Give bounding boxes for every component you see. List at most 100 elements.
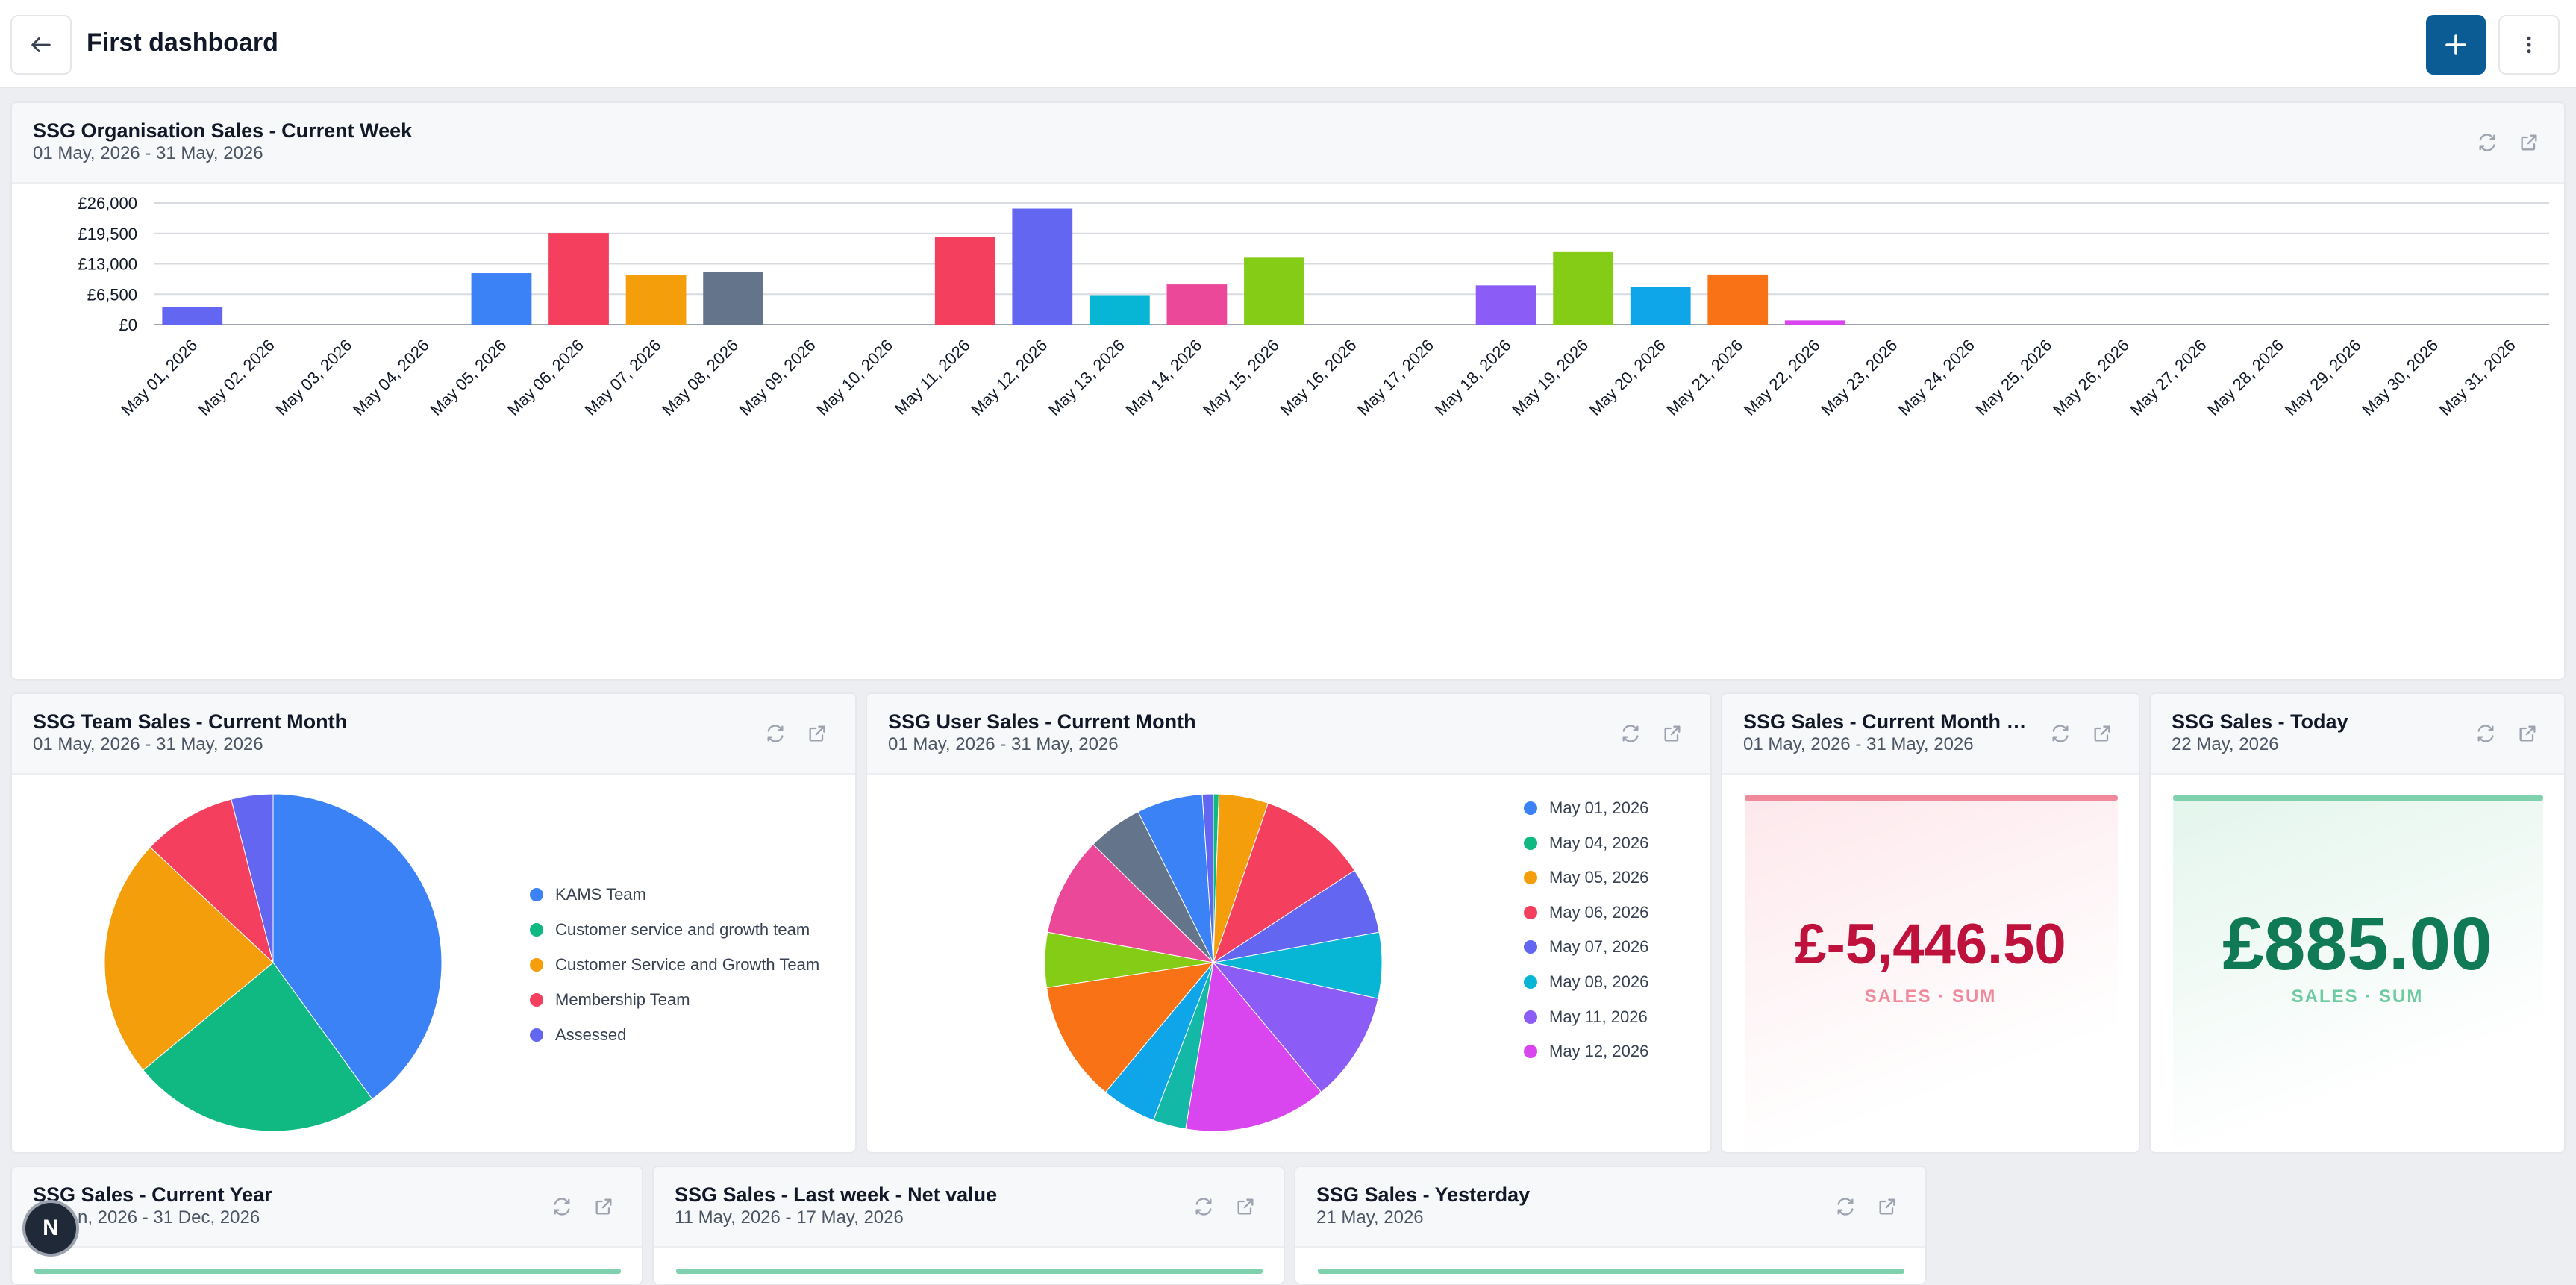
legend-item[interactable]: May 01, 2026 (1524, 798, 1648, 818)
card-header: SSG Sales - Last week - Net value 11 May… (654, 1167, 1284, 1248)
legend-item[interactable]: May 05, 2026 (1524, 868, 1648, 887)
refresh-icon[interactable] (1191, 1194, 1216, 1219)
card-header: SSG Sales - Yesterday 21 May, 2026 (1295, 1167, 1925, 1248)
pie-slice[interactable] (1213, 802, 1355, 964)
refresh-icon[interactable] (1618, 721, 1643, 746)
bar[interactable] (1475, 285, 1536, 325)
external-link-icon[interactable] (804, 721, 830, 746)
pie-slice[interactable] (272, 793, 443, 1100)
legend-item[interactable]: May 13, 2026 (1524, 1077, 1648, 1079)
pie-slice[interactable] (1045, 962, 1215, 1093)
legend-item[interactable]: May 04, 2026 (1524, 834, 1648, 853)
kpi-accent-bar (676, 1269, 1263, 1274)
kpi-label: SALES · SUM (2291, 987, 2424, 1007)
legend-swatch (530, 923, 543, 937)
bar[interactable] (471, 273, 532, 325)
pie-slice[interactable] (1201, 793, 1214, 963)
bar[interactable] (703, 272, 763, 325)
card-date-range: 01 May, 2026 - 31 May, 2026 (1743, 734, 1974, 754)
bar[interactable] (1166, 284, 1228, 325)
x-tick-label: May 21, 2026 (1663, 336, 1746, 419)
pie-slice[interactable] (1047, 843, 1215, 963)
kpi-panel (1745, 795, 2118, 1152)
external-link-icon[interactable] (2516, 130, 2542, 155)
legend-item[interactable]: May 08, 2026 (1524, 972, 1648, 992)
pie-slice[interactable] (143, 962, 373, 1132)
legend-item[interactable]: Membership Team (530, 990, 690, 1010)
bar[interactable] (1707, 274, 1769, 325)
legend-item[interactable]: Customer service and growth team (530, 920, 810, 939)
x-tick-label: May 02, 2026 (195, 336, 278, 419)
legend-label: May 01, 2026 (1549, 798, 1649, 817)
legend-item[interactable]: May 06, 2026 (1524, 903, 1648, 922)
external-link-icon[interactable] (1875, 1194, 1900, 1219)
pie-slice[interactable] (1212, 962, 1379, 1093)
arrow-left-icon (31, 37, 51, 52)
external-link-icon[interactable] (591, 1194, 616, 1219)
pie-slice[interactable] (149, 798, 274, 964)
refresh-icon[interactable] (763, 721, 788, 746)
user-avatar[interactable]: N (25, 1203, 76, 1254)
external-link-icon[interactable] (1233, 1194, 1258, 1219)
bar[interactable] (934, 237, 995, 325)
y-tick-label: £19,500 (78, 225, 137, 243)
external-link-icon[interactable] (2515, 721, 2540, 746)
legend-label: Membership Team (555, 990, 690, 1009)
last-week-card: SSG Sales - Last week - Net value 11 May… (652, 1166, 1285, 1285)
x-tick-label: May 07, 2026 (581, 336, 665, 419)
card-date-range: 01 May, 2026 - 31 May, 2026 (33, 143, 263, 163)
x-tick-label: May 24, 2026 (1895, 336, 1978, 419)
y-tick-label: £0 (119, 316, 137, 334)
bar[interactable] (1244, 257, 1304, 325)
legend-item[interactable]: May 07, 2026 (1524, 937, 1648, 957)
bar[interactable] (625, 275, 687, 325)
x-tick-label: May 05, 2026 (427, 336, 510, 419)
refresh-icon[interactable] (2475, 130, 2500, 155)
more-options-button[interactable] (2498, 15, 2560, 75)
card-title: SSG User Sales - Current Month (888, 710, 1196, 733)
vertical-ellipsis-icon (2527, 36, 2531, 54)
x-tick-label: May 25, 2026 (1972, 336, 2056, 419)
external-link-icon[interactable] (1660, 721, 1685, 746)
external-link-icon[interactable] (2089, 721, 2115, 746)
legend-item[interactable]: Assessed (530, 1025, 626, 1045)
bar[interactable] (1784, 320, 1845, 325)
bar[interactable] (1630, 287, 1691, 325)
pie-slice[interactable] (1185, 961, 1322, 1132)
legend-label: Assessed (555, 1025, 627, 1044)
bar[interactable] (1012, 208, 1073, 325)
legend-swatch (530, 958, 543, 972)
bar[interactable] (162, 307, 223, 325)
pie-slice[interactable] (104, 846, 274, 1071)
legend-item[interactable]: KAMS Team (530, 885, 646, 904)
x-tick-label: May 01, 2026 (117, 336, 201, 419)
card-date-range: 21 May, 2026 (1316, 1207, 1424, 1228)
cancellations-kpi-card: SSG Sales - Current Month Canc... 01 May… (1721, 692, 2140, 1154)
refresh-icon[interactable] (2473, 721, 2498, 746)
legend-item[interactable]: May 12, 2026 (1524, 1042, 1648, 1061)
card-date-range: 01 May, 2026 - 31 May, 2026 (888, 734, 1119, 754)
legend-label: May 07, 2026 (1549, 937, 1649, 957)
back-button[interactable] (10, 15, 72, 75)
card-title: SSG Sales - Today (2172, 710, 2348, 733)
refresh-icon[interactable] (2048, 721, 2073, 746)
bar[interactable] (394, 324, 454, 325)
x-tick-label: May 22, 2026 (1740, 336, 1824, 419)
legend-item[interactable]: Customer Service and Growth Team (530, 955, 819, 975)
current-year-card: SSG Sales - Current Year n, 2026 - 31 De… (10, 1166, 643, 1285)
pie-slice[interactable] (231, 793, 274, 963)
refresh-icon[interactable] (1833, 1194, 1858, 1219)
legend-label: Customer service and growth team (555, 920, 810, 939)
y-tick-label: £26,000 (78, 194, 137, 213)
legend-swatch (530, 1028, 543, 1042)
card-date-range: 11 May, 2026 - 17 May, 2026 (675, 1207, 904, 1228)
x-tick-label: May 31, 2026 (2436, 336, 2519, 419)
legend-item[interactable]: May 11, 2026 (1524, 1007, 1648, 1027)
add-widget-button[interactable] (2426, 15, 2486, 75)
legend-label: May 08, 2026 (1549, 972, 1649, 991)
bar[interactable] (1089, 295, 1150, 325)
x-tick-label: May 10, 2026 (813, 336, 896, 419)
refresh-icon[interactable] (549, 1194, 575, 1219)
bar[interactable] (548, 233, 609, 325)
bar[interactable] (1553, 251, 1614, 325)
